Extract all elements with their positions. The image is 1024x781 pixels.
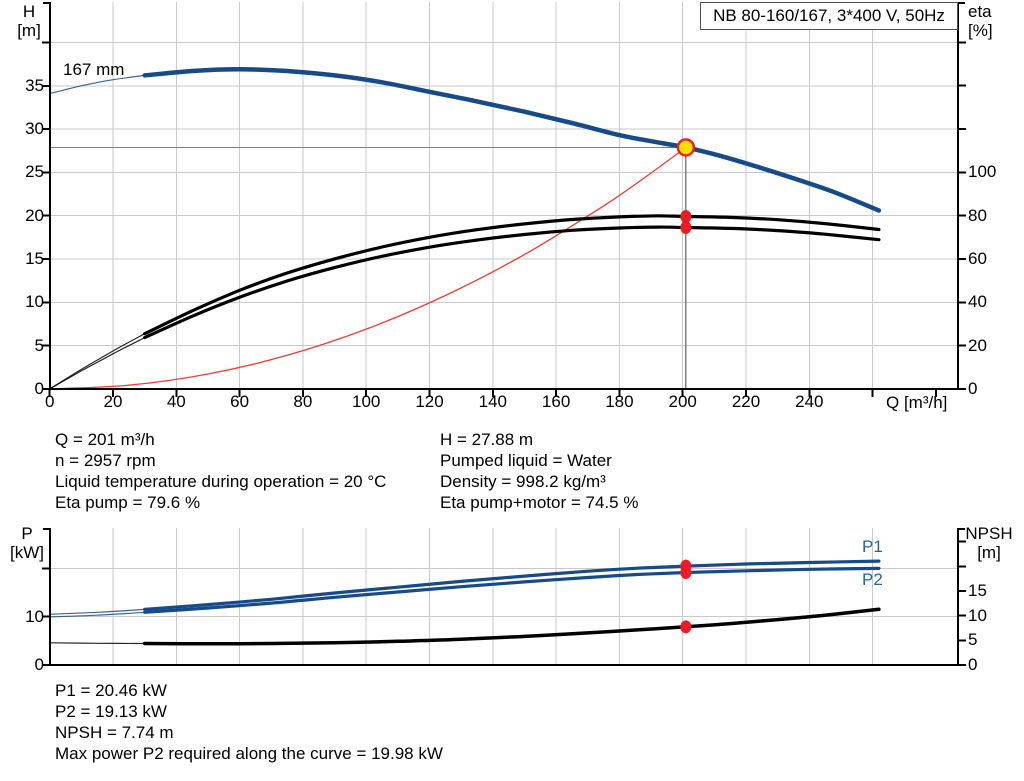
duty-info-line: Liquid temperature during operation = 20… [55, 472, 387, 491]
q-tick-label: 120 [415, 392, 444, 411]
p-axis-label: P [kW] [10, 524, 44, 562]
q-tick-label: 80 [293, 392, 313, 411]
p-tick-label: 0 [34, 655, 44, 674]
eta-axis-label: eta [%] [968, 2, 993, 40]
power-info-block: P1 = 20.46 kW P2 = 19.13 kW NPSH = 7.74 m M… [55, 680, 443, 764]
pump-title: NB 80-160/167, 3*400 V, 50Hz [713, 6, 945, 25]
eta-marker [680, 221, 692, 235]
power-info-line: NPSH = 7.74 m [55, 723, 174, 742]
curve-P1 [143, 559, 881, 611]
curve-eta_pump_motor [143, 225, 881, 340]
q-tick-label: 100 [352, 392, 381, 411]
q-tick-label: 60 [230, 392, 250, 411]
eta-tick-label: 80 [968, 205, 987, 225]
h-tick-label: 30 [25, 119, 44, 139]
h-axis-label: H [m] [17, 2, 41, 40]
curve-P2 [143, 566, 881, 614]
power-info-line: Max power P2 required along the curve = … [55, 744, 443, 763]
duty-info-line: Density = 998.2 kg/m³ [440, 472, 606, 491]
duty-info-line: n = 2957 rpm [55, 451, 156, 470]
h-tick-label: 35 [25, 75, 44, 95]
curve-NPSH-thin [49, 642, 145, 645]
h-tick-label: 5 [34, 335, 44, 355]
duty-info-line: H = 27.88 m [440, 430, 534, 449]
p2-series-label: P2 [862, 570, 883, 589]
eta-tick-label: 0 [968, 378, 978, 398]
npsh-tick-label: 5 [968, 630, 978, 650]
eta-tick-label: 60 [968, 248, 987, 268]
npsh-axis-label: NPSH [m] [965, 524, 1013, 562]
q-tick-label: 180 [605, 392, 634, 411]
impeller-size-label: 167 mm [63, 60, 125, 79]
duty-info-line: Pumped liquid = Water [440, 451, 612, 470]
eta-tick-label: 100 [968, 162, 997, 182]
q-tick-label: 240 [795, 392, 824, 411]
curve-P1-thin [49, 608, 145, 615]
h-tick-label: 15 [25, 248, 44, 268]
eta-tick-label: 20 [968, 335, 987, 355]
curve-eta_pump [143, 214, 881, 336]
curve-head_167mm-thin [49, 74, 145, 95]
eta-marker [680, 209, 692, 223]
curve-eta_pump_motor-thin [49, 337, 145, 390]
q-tick-label: 220 [731, 392, 761, 411]
q-tick-label: 40 [166, 392, 186, 411]
npsh-tick-label: 0 [968, 655, 978, 674]
duty-info-line: Eta pump+motor = 74.5 % [440, 493, 639, 512]
curve-head_167mm [142, 67, 882, 213]
power-info-line: P1 = 20.46 kW [55, 681, 167, 700]
curve-P2-thin [49, 611, 145, 618]
eta-tick-label: 40 [968, 292, 987, 312]
q-tick-label: 20 [103, 392, 123, 411]
duty-info-line: Eta pump = 79.6 % [55, 493, 201, 512]
q-tick-label: 200 [668, 392, 697, 411]
curve-NPSH [142, 607, 881, 646]
npsh-tick-label: 15 [968, 581, 987, 600]
duty-info-line: Q = 201 m³/h [55, 430, 155, 449]
power-marker [680, 620, 692, 634]
h-tick-label: 20 [25, 205, 44, 225]
curve-system_curve [49, 146, 687, 390]
p1-series-label: P1 [862, 537, 883, 556]
h-tick-label: 0 [34, 378, 44, 398]
q-tick-label: 0 [44, 392, 55, 411]
q-tick-label: 140 [478, 392, 507, 411]
duty-point [676, 138, 696, 157]
p-tick-label: 10 [25, 606, 44, 626]
pump-title-box: NB 80-160/167, 3*400 V, 50Hz [700, 2, 958, 30]
power-info-line: P2 = 19.13 kW [55, 702, 167, 721]
q-axis-label: Q [m³/h] [886, 393, 948, 412]
h-tick-label: 10 [25, 292, 44, 312]
duty-info-left-column: Q = 201 m³/h n = 2957 rpm Liquid temperatu… [55, 429, 386, 513]
h-tick-label: 25 [25, 162, 44, 182]
npsh-tick-label: 10 [968, 605, 987, 625]
power-marker [680, 566, 692, 580]
q-tick-label: 160 [541, 392, 571, 411]
duty-info-right-column: H = 27.88 m Pumped liquid = Water Density … [440, 429, 638, 513]
